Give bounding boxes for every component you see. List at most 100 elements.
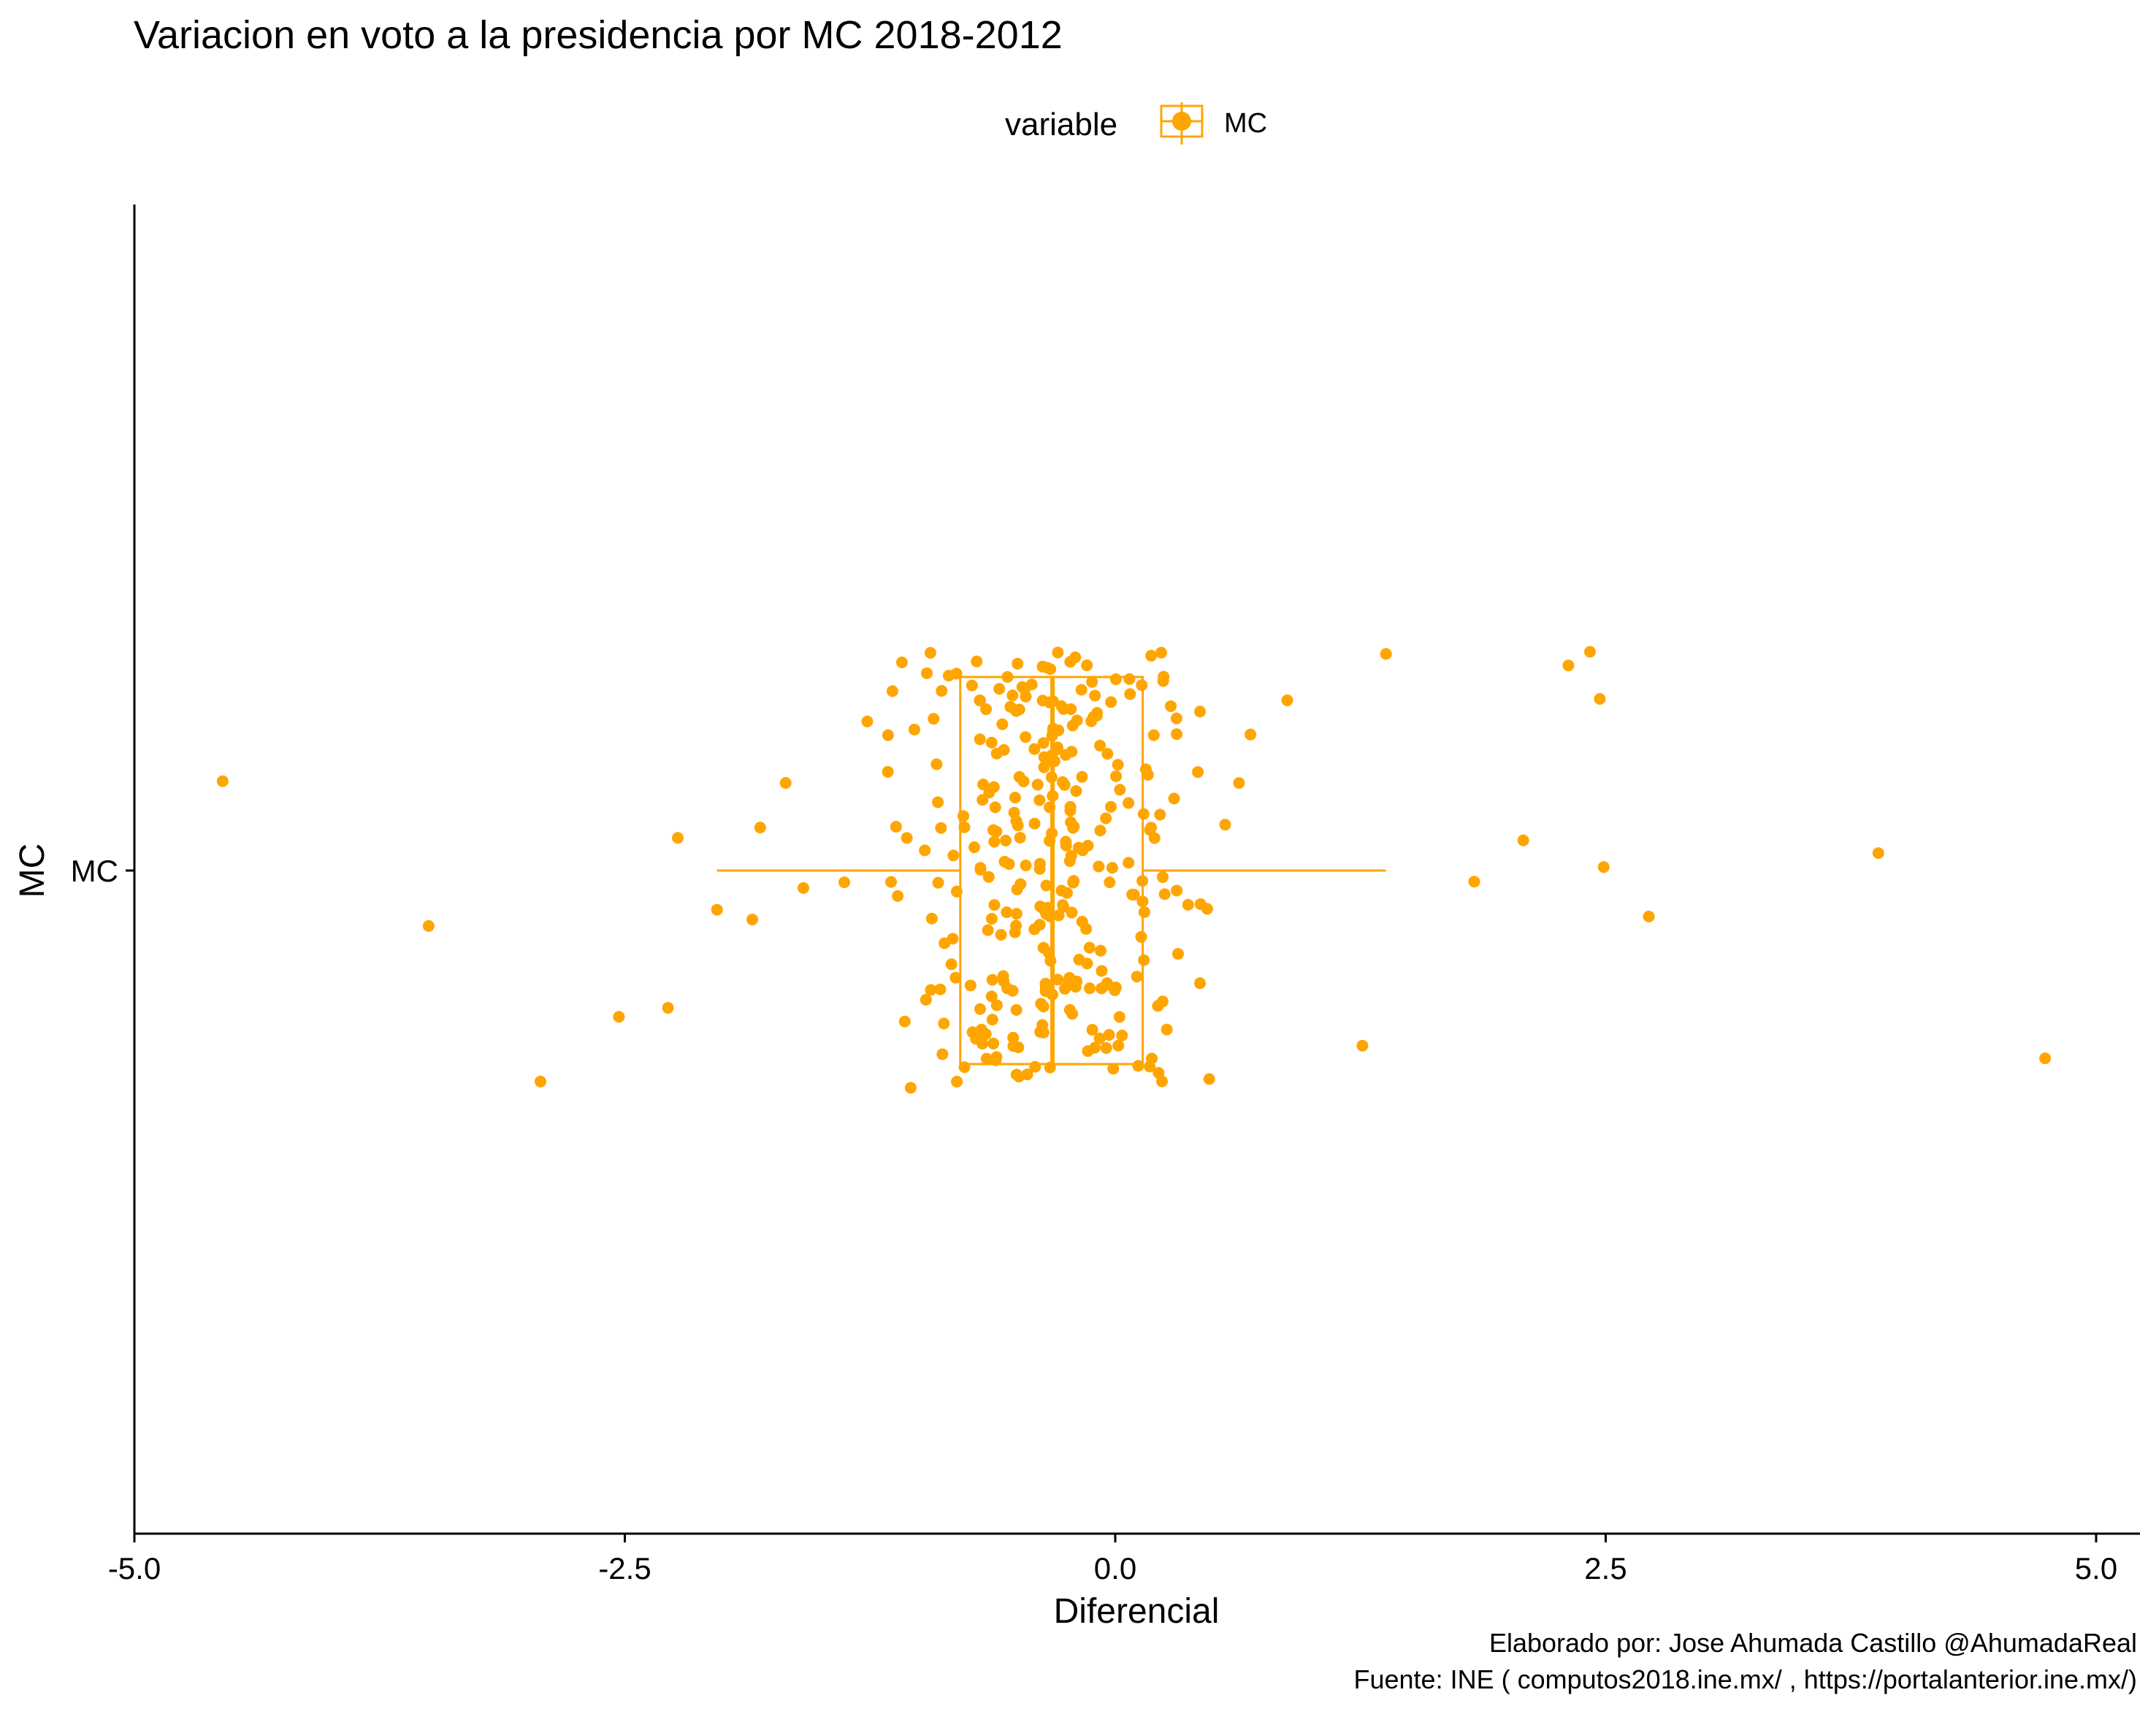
data-point: [1033, 857, 1046, 870]
data-point: [932, 796, 944, 808]
data-point: [1136, 679, 1148, 692]
data-point: [1172, 948, 1185, 960]
data-point: [1012, 657, 1024, 670]
data-point: [1007, 1031, 1020, 1044]
data-point: [957, 810, 970, 822]
data-point: [1067, 876, 1079, 889]
data-point: [1083, 941, 1096, 954]
data-point: [1075, 684, 1087, 696]
data-point: [1105, 696, 1117, 708]
data-point: [1112, 1039, 1125, 1052]
data-point: [1064, 800, 1077, 813]
data-point: [1089, 689, 1101, 702]
data-point: [1144, 1060, 1156, 1073]
data-point: [993, 683, 1006, 695]
data-point: [985, 913, 998, 925]
data-point: [1086, 676, 1098, 688]
data-point: [1014, 831, 1026, 844]
axes: MC -5.0 -2.5 0.0 2.5 5.0 Diferencial MC: [13, 204, 2140, 1631]
data-point: [982, 871, 995, 883]
data-point: [1013, 770, 1025, 783]
data-point: [885, 876, 898, 888]
data-point: [1033, 794, 1046, 806]
data-point: [949, 971, 962, 984]
data-point: [1103, 1028, 1115, 1041]
data-point: [1066, 906, 1078, 919]
data-point-outlier: [1356, 1039, 1369, 1052]
data-point-outlier: [779, 777, 792, 789]
data-point: [1006, 689, 1019, 702]
data-point: [1042, 946, 1055, 959]
data-point: [1101, 748, 1114, 760]
data-point: [890, 821, 902, 833]
legend: variable MC: [1005, 102, 1267, 145]
data-point: [1245, 728, 1257, 741]
data-point: [976, 1038, 989, 1050]
data-point: [974, 1003, 986, 1015]
data-point: [988, 835, 1001, 848]
data-point: [1154, 808, 1166, 821]
data-point: [909, 723, 921, 735]
data-point: [986, 1014, 998, 1026]
data-point: [1091, 706, 1104, 719]
caption-source: Fuente: INE ( computos2018.ine.mx/ , htt…: [1354, 1664, 2138, 1694]
data-point: [1010, 919, 1022, 932]
data-point: [1020, 690, 1032, 703]
data-point: [935, 822, 947, 834]
data-point-outlier: [797, 881, 809, 894]
data-point: [998, 855, 1011, 868]
data-point: [1036, 660, 1049, 673]
data-point: [1145, 822, 1158, 834]
x-tick-label: -2.5: [598, 1551, 651, 1586]
data-point: [1107, 1063, 1120, 1075]
data-point: [892, 890, 904, 902]
data-point: [996, 718, 1009, 730]
data-point: [1014, 878, 1027, 890]
data-point: [977, 779, 990, 791]
data-point: [1044, 1061, 1056, 1074]
data-point: [1094, 825, 1106, 837]
x-tick-label: 5.0: [2075, 1551, 2117, 1586]
data-point: [1031, 779, 1044, 791]
data-point: [1089, 1041, 1101, 1054]
x-tick-label: 0.0: [1094, 1551, 1136, 1586]
data-point: [1055, 884, 1068, 897]
data-point: [1037, 1001, 1050, 1013]
data-point: [1101, 979, 1114, 991]
data-point: [1147, 729, 1160, 741]
data-point: [1203, 1073, 1215, 1085]
data-point: [1066, 719, 1079, 732]
data-point: [1048, 755, 1060, 768]
data-point: [1012, 819, 1024, 832]
data-point: [1113, 1011, 1125, 1023]
data-point: [1123, 797, 1135, 809]
data-point: [1000, 834, 1012, 846]
data-point-outlier: [711, 903, 723, 916]
data-point: [1142, 768, 1154, 781]
data-point: [947, 849, 960, 862]
data-point-outlier: [535, 1075, 547, 1087]
data-point: [1093, 860, 1105, 873]
data-point: [995, 929, 1007, 941]
data-point: [1170, 712, 1182, 724]
data-point: [968, 841, 980, 854]
data-point: [958, 821, 971, 833]
data-point-outlier: [216, 775, 229, 787]
data-point: [1086, 1024, 1098, 1036]
data-point: [1110, 770, 1123, 782]
data-point: [882, 729, 894, 741]
data-point-outlier: [1872, 847, 1884, 860]
data-point: [1123, 857, 1135, 869]
data-point: [901, 832, 913, 844]
data-point: [1104, 876, 1116, 889]
data-point: [951, 885, 963, 898]
data-point: [1093, 1032, 1106, 1044]
data-point: [936, 685, 948, 697]
data-point-outlier: [1380, 648, 1392, 660]
data-point: [1009, 792, 1021, 804]
y-axis-title: MC: [13, 844, 52, 898]
data-point-outlier: [1594, 693, 1606, 705]
data-point: [925, 984, 937, 996]
data-point-outlier: [1562, 659, 1575, 672]
